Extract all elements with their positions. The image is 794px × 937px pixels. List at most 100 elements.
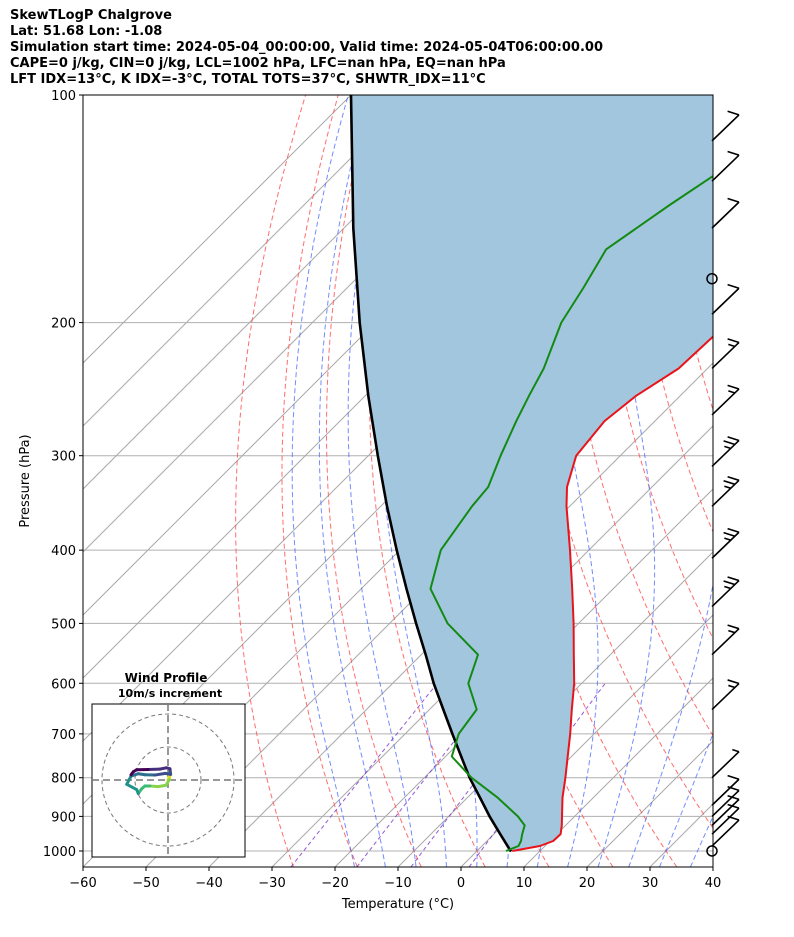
wind-barb	[711, 283, 740, 315]
y-axis-label: Pressure (hPa)	[18, 434, 33, 527]
wind-barb-staff	[711, 751, 740, 779]
moist-adiabat	[347, 95, 417, 867]
wind-barb	[711, 527, 740, 559]
y-tick-label: 800	[51, 772, 76, 787]
hodograph-trace	[125, 766, 173, 796]
wind-barb-staff	[711, 114, 740, 142]
wind-barb-flag	[727, 110, 740, 116]
wind-barb	[711, 436, 740, 468]
y-tick-label: 300	[51, 450, 76, 465]
isotherm-line	[460, 614, 713, 867]
wind-barb	[711, 774, 740, 806]
x-tick-label: −50	[132, 876, 159, 891]
dry-adiabat	[235, 95, 307, 867]
wind-barb-flag	[727, 436, 740, 442]
hodograph-segment	[153, 771, 167, 777]
wind-barb	[711, 803, 740, 835]
station-location: Lat: 51.68 Lon: -1.08	[10, 24, 163, 39]
wind-barb-staff	[711, 807, 740, 835]
dry-adiabat	[326, 95, 422, 867]
x-tick-label: −10	[384, 876, 411, 891]
wind-barb-staff	[711, 287, 740, 315]
x-tick-label: −20	[321, 876, 348, 891]
x-tick-label: −40	[195, 876, 222, 891]
temperature-profile-line	[512, 335, 713, 852]
wind-barb	[711, 150, 740, 182]
x-tick-label: 0	[457, 876, 465, 891]
wind-barb-flag	[727, 624, 740, 630]
wind-barb-flag	[727, 384, 740, 390]
x-tick-label: −30	[258, 876, 285, 891]
wind-barb-flag	[728, 390, 736, 394]
wind-barb-staff	[711, 819, 740, 847]
hodograph-ring	[134, 746, 202, 814]
wind-barb-flag	[724, 537, 732, 542]
moist-adiabat	[318, 95, 386, 867]
wind-barb-flag	[727, 795, 740, 801]
y-tick-label: 900	[51, 810, 76, 825]
isotherm-line	[271, 425, 713, 867]
wind-barb-flag	[727, 679, 740, 685]
wind-barb-flag	[728, 629, 736, 634]
y-tick-label: 600	[51, 677, 76, 692]
dry-adiabat	[281, 95, 358, 867]
axes: −60 −50 −40 −30 −20 −10 0 10 20 30 40 100 200 300 400 5…	[43, 89, 721, 891]
y-tick-label: 700	[51, 728, 76, 743]
wind-barb	[711, 475, 740, 507]
wind-barb	[711, 338, 740, 370]
moist-adiabat	[721, 95, 794, 867]
hodograph-ring	[101, 713, 235, 847]
dry-adiabat	[762, 95, 794, 867]
wind-barb-staff	[711, 778, 740, 806]
x-tick-label: 40	[705, 876, 722, 891]
dry-adiabat	[368, 95, 486, 867]
isotherm-line	[83, 95, 478, 490]
hodograph: Wind Profile 10m/s increment	[91, 671, 246, 858]
wind-barb-flag	[732, 748, 740, 753]
dewpoint-profile-line	[429, 174, 713, 852]
chart-title: SkewTLogP Chalgrove	[10, 8, 172, 23]
hodograph-subtitle: 10m/s increment	[118, 687, 222, 700]
wind-barb-staff	[711, 798, 740, 826]
wind-barb-flag	[723, 479, 736, 486]
y-tick-label: 500	[51, 617, 76, 632]
wind-barb-flag	[723, 580, 736, 586]
wind-barb	[711, 576, 740, 608]
chart-header: SkewTLogP Chalgrove Lat: 51.68 Lon: -1.0…	[10, 8, 603, 88]
wind-barb-flag	[727, 338, 740, 344]
wind-barb-flag	[727, 197, 740, 203]
x-tick-label: −60	[69, 876, 96, 891]
wind-barb-flag	[727, 576, 740, 582]
moist-adiabat	[753, 95, 794, 867]
mixing-ratio-line	[290, 682, 438, 867]
wind-barb-staff	[711, 789, 740, 817]
moist-adiabat	[597, 95, 656, 867]
isotherm-line	[83, 95, 415, 427]
y-tick-label: 100	[51, 89, 76, 104]
wind-barb-flag	[728, 684, 736, 689]
x-tick-label: 30	[642, 876, 659, 891]
wind-barb	[711, 748, 740, 779]
wind-barb-flag	[728, 343, 736, 348]
wind-barb-flag	[727, 803, 740, 809]
wind-barb-flag	[727, 150, 740, 156]
wind-barb	[711, 679, 740, 711]
moist-adiabat	[659, 732, 713, 867]
dry-adiabat	[664, 95, 713, 412]
y-tick-label: 400	[51, 544, 76, 559]
stability-indices-2: LFT IDX=13°C, K IDX=-3°C, TOTAL TOTS=37°…	[10, 72, 486, 87]
wind-barb-flag	[723, 531, 736, 538]
cin-cape-shading	[351, 95, 713, 851]
wind-barbs	[706, 110, 740, 857]
x-axis-label: Temperature (°C)	[341, 897, 454, 912]
moist-adiabat	[291, 95, 356, 867]
wind-barb-flag	[724, 485, 732, 490]
wind-barb-flag	[724, 585, 732, 590]
wind-barb-flag	[727, 527, 740, 534]
x-tick-label: 10	[516, 876, 533, 891]
y-tick-label: 1000	[43, 845, 76, 860]
wind-barb-flag	[723, 440, 736, 446]
simulation-times: Simulation start time: 2024-05-04_00:00:…	[10, 40, 603, 55]
hodograph-title: Wind Profile	[125, 671, 208, 685]
